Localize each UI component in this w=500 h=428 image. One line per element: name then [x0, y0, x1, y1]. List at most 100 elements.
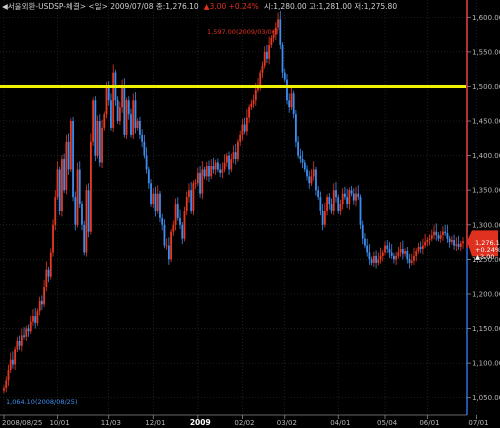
candle-body: [381, 252, 384, 256]
candle-body: [228, 155, 230, 170]
candle-body: [292, 93, 295, 115]
candle-body: [413, 255, 415, 261]
candle-body: [308, 176, 311, 184]
candle-body: [270, 38, 273, 45]
candle-body: [214, 162, 217, 170]
candle-body: [370, 259, 373, 263]
y-tick-label: 1,450.00: [472, 118, 500, 126]
candles: [3, 11, 464, 394]
candle-body: [299, 155, 302, 160]
candle-body: [399, 249, 402, 253]
candle-body: [76, 169, 79, 225]
candle-body: [317, 190, 320, 198]
candle-body: [321, 210, 324, 225]
y-tick-label: 1,400.00: [472, 152, 500, 160]
candle-body: [288, 100, 291, 108]
candle-body: [428, 238, 431, 241]
x-tick-label: 03/02: [277, 419, 297, 427]
candle-body: [192, 183, 195, 211]
candle-body: [241, 124, 244, 135]
candle-body: [132, 100, 135, 135]
candle-body: [355, 193, 357, 201]
candle-body: [328, 197, 331, 205]
candle-body: [283, 72, 286, 80]
candle-body: [72, 121, 74, 198]
candle-body: [205, 166, 208, 177]
last-change: ▲3.00: [475, 253, 494, 261]
price-axis-ticks: 1,600.00 1,550.00 1,500.00 1,450.00 1,400.00…: [467, 14, 500, 402]
x-tick-label: 2008/08/25: [2, 419, 42, 427]
candle-body: [107, 86, 110, 101]
candle-body: [159, 193, 161, 218]
candle-body: [252, 100, 255, 104]
candle-body: [143, 141, 146, 156]
candle-body: [161, 217, 164, 225]
candle-body: [375, 255, 378, 263]
candle-body: [25, 328, 28, 337]
candle-body: [359, 197, 362, 225]
candle-body: [139, 121, 141, 135]
candle-body: [344, 193, 346, 198]
candle-body: [437, 235, 440, 239]
candle-body: [448, 238, 451, 243]
candle-body: [176, 204, 179, 218]
candle-body: [103, 114, 106, 128]
candle-body: [239, 134, 242, 142]
candle-body: [18, 340, 21, 346]
candle-body: [185, 197, 188, 211]
candle-body: [266, 51, 268, 59]
header-prefix: ◀서울외환-USDSP-체결> <일> 2009/07/08 종:1,276.1…: [2, 1, 199, 11]
candle-body: [83, 224, 86, 253]
candle-body: [301, 159, 304, 163]
candle-body: [366, 245, 369, 253]
candle-body: [3, 388, 5, 391]
date-axis-ticks: 2008/08/25 10/01 11/03 12/01 2009 02/02 03/02 0…: [2, 415, 489, 427]
candle-body: [65, 141, 68, 191]
candle-body: [439, 235, 442, 239]
candle-body: [63, 159, 66, 191]
x-tick-label: 07/01: [468, 419, 488, 427]
y-tick-label: 1,550.00: [472, 48, 500, 56]
candle-body: [154, 193, 157, 211]
candle-body: [5, 380, 8, 389]
candle-body: [130, 114, 132, 135]
candle-body: [261, 65, 264, 73]
candle-body: [196, 172, 199, 184]
candle-body: [446, 233, 449, 239]
y-tick-label: 1,150.00: [472, 325, 500, 333]
last-price: 1,276.10: [475, 239, 500, 247]
y-tick-label: 1,250.00: [472, 256, 500, 264]
candle-body: [167, 245, 170, 260]
candle-body: [67, 141, 70, 170]
candle-body: [201, 169, 204, 194]
candle-body: [442, 231, 444, 236]
candle-body: [245, 117, 248, 132]
y-tick-label: 1,350.00: [472, 187, 500, 195]
candle-body: [312, 169, 315, 177]
candle-body: [116, 100, 119, 122]
candle-body: [390, 252, 393, 256]
candle-body: [123, 86, 126, 135]
candle-body: [223, 162, 226, 170]
candle-body: [386, 245, 389, 249]
candle-body: [12, 359, 14, 365]
candle-body: [395, 255, 398, 260]
candle-body: [172, 224, 175, 232]
candle-body: [145, 155, 148, 170]
candle-body: [81, 204, 83, 225]
candle-body: [23, 335, 25, 337]
candle-body: [32, 316, 34, 322]
candle-body: [14, 349, 17, 365]
candle-body: [364, 238, 366, 246]
candle-body: [388, 249, 391, 253]
candle-body: [424, 242, 427, 246]
x-tick-label: 10/01: [49, 419, 69, 427]
candle-body: [221, 169, 224, 173]
candle-body: [406, 251, 409, 260]
candle-body: [163, 224, 166, 246]
candle-body: [78, 169, 81, 205]
candle-body: [297, 141, 300, 156]
candle-body: [101, 127, 103, 163]
candle-body: [279, 19, 282, 45]
